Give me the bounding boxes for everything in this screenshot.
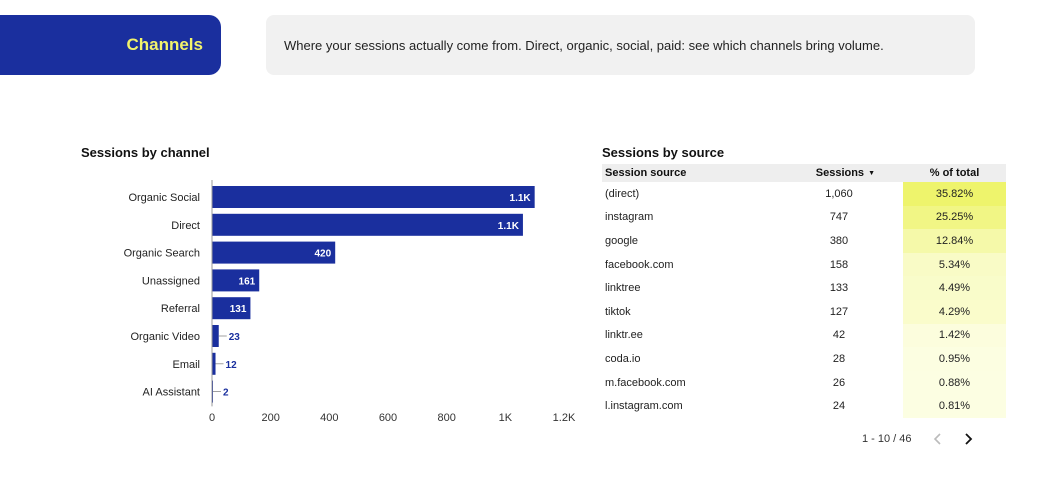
category-label: AI Assistant bbox=[143, 387, 200, 399]
cell-sessions: 26 bbox=[832, 376, 846, 389]
pagination-label: 1 - 10 / 46 bbox=[862, 433, 912, 445]
cell-source: m.facebook.com bbox=[605, 376, 686, 389]
category-label: Organic Social bbox=[128, 192, 200, 204]
table-row: (direct) 1,060 35.82% bbox=[602, 182, 1006, 206]
cell-sessions: 747 bbox=[829, 211, 849, 224]
cell-pct: 1.42% bbox=[903, 323, 1006, 348]
category-label: Email bbox=[172, 359, 200, 371]
table-row: google 380 12.84% bbox=[602, 229, 1006, 253]
category-label: Unassigned bbox=[142, 275, 200, 287]
cell-source: google bbox=[605, 234, 639, 247]
pagination: 1 - 10 / 46 bbox=[862, 430, 978, 448]
table-row: coda.io 28 0.95% bbox=[602, 347, 1006, 371]
cell-pct: 25.25% bbox=[903, 205, 1006, 230]
cell-source: instagram bbox=[605, 211, 654, 224]
table-row: instagram 747 25.25% bbox=[602, 205, 1006, 230]
data-label: 420 bbox=[315, 249, 332, 260]
data-label: 2 bbox=[223, 388, 229, 399]
x-tick-label: 200 bbox=[261, 412, 279, 424]
data-label: 23 bbox=[229, 332, 241, 343]
category-label: Referral bbox=[161, 303, 200, 315]
cell-pct: 5.34% bbox=[903, 252, 1006, 277]
x-tick-label: 1K bbox=[499, 412, 513, 424]
table-row: l.instagram.com 24 0.81% bbox=[602, 394, 1006, 418]
column-header-sessions[interactable]: Sessions ▼ bbox=[775, 164, 903, 182]
table-row: m.facebook.com 26 0.88% bbox=[602, 370, 1006, 395]
cell-sessions: 158 bbox=[829, 258, 849, 271]
data-label: 1.1K bbox=[498, 221, 520, 232]
cell-source: linktr.ee bbox=[605, 329, 643, 342]
table-title: Sessions by source bbox=[602, 145, 725, 160]
section-title: Channels bbox=[126, 35, 203, 54]
bar bbox=[212, 325, 219, 347]
bar bbox=[212, 186, 535, 208]
data-label: 131 bbox=[230, 304, 247, 315]
bar bbox=[212, 241, 336, 264]
cell-source: l.instagram.com bbox=[605, 400, 683, 413]
cell-pct: 0.88% bbox=[903, 370, 1006, 395]
cell-sessions: 380 bbox=[829, 234, 849, 247]
table-row: tiktok 127 4.29% bbox=[602, 299, 1006, 324]
sessions-by-source-table: Session source Sessions ▼ % of total (dir… bbox=[602, 164, 1006, 418]
cell-pct: 0.81% bbox=[903, 394, 1006, 418]
x-tick-label: 0 bbox=[209, 412, 215, 424]
cell-sessions: 24 bbox=[832, 400, 846, 413]
cell-sessions: 1,060 bbox=[825, 187, 853, 200]
chevron-left-icon[interactable] bbox=[928, 430, 948, 448]
chevron-right-icon[interactable] bbox=[958, 430, 978, 448]
x-tick-label: 400 bbox=[320, 412, 338, 424]
cell-pct: 35.82% bbox=[903, 182, 1006, 206]
cell-pct: 4.49% bbox=[903, 276, 1006, 300]
bar bbox=[212, 213, 523, 236]
section-header-tab: Channels bbox=[0, 15, 221, 75]
table-header-row: Session source Sessions ▼ % of total bbox=[602, 164, 1006, 182]
category-label: Organic Search bbox=[124, 248, 200, 260]
cell-source: tiktok bbox=[605, 305, 631, 318]
cell-sessions: 133 bbox=[829, 282, 849, 295]
data-label: 161 bbox=[239, 276, 256, 287]
x-tick-label: 800 bbox=[437, 412, 455, 424]
cell-pct: 0.95% bbox=[903, 347, 1006, 371]
bar bbox=[212, 297, 251, 320]
cell-sessions: 127 bbox=[829, 305, 849, 318]
data-label: 12 bbox=[226, 360, 238, 371]
cell-source: linktree bbox=[605, 282, 641, 295]
table-row: linktr.ee 42 1.42% bbox=[602, 323, 1006, 348]
cell-source: facebook.com bbox=[605, 258, 674, 271]
cell-pct: 12.84% bbox=[903, 229, 1006, 253]
section-description: Where your sessions actually come from. … bbox=[266, 15, 975, 75]
cell-pct: 4.29% bbox=[903, 299, 1006, 324]
cell-sessions: 42 bbox=[832, 329, 846, 342]
data-label: 1.1K bbox=[510, 193, 532, 204]
category-label: Direct bbox=[171, 220, 200, 232]
cell-sessions: 28 bbox=[832, 352, 846, 365]
bar-chart-title: Sessions by channel bbox=[81, 145, 210, 160]
column-header-source[interactable]: Session source bbox=[602, 164, 775, 182]
table-row: facebook.com 158 5.34% bbox=[602, 252, 1006, 277]
x-tick-label: 600 bbox=[379, 412, 397, 424]
category-label: Organic Video bbox=[130, 331, 200, 343]
bar bbox=[212, 352, 216, 375]
x-tick-label: 1.2K bbox=[553, 412, 576, 424]
column-header-pct[interactable]: % of total bbox=[903, 164, 1006, 182]
sort-desc-icon[interactable]: ▼ bbox=[868, 169, 875, 177]
sessions-by-channel-chart: Organic Social 1.1K Direct 1.1K Organic Sear… bbox=[124, 180, 576, 424]
cell-source: coda.io bbox=[605, 352, 641, 365]
table-row: linktree 133 4.49% bbox=[602, 276, 1006, 300]
cell-source: (direct) bbox=[605, 187, 640, 200]
bar bbox=[212, 269, 260, 292]
